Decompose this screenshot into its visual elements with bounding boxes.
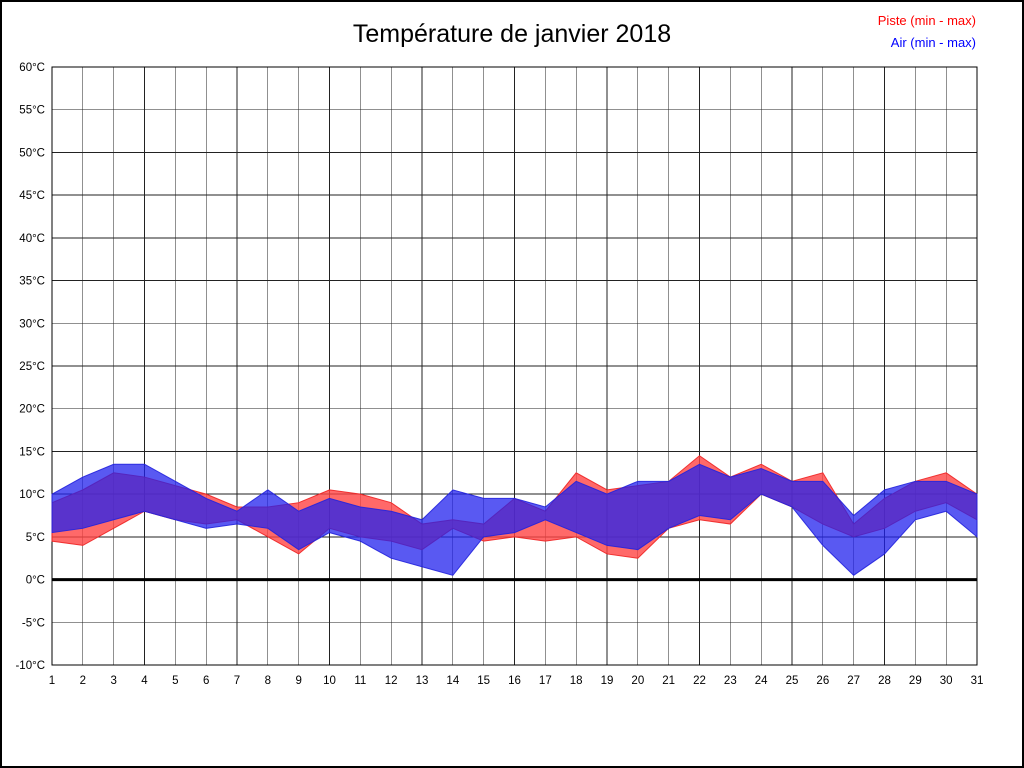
svg-text:22: 22 — [693, 675, 706, 687]
svg-text:50°C: 50°C — [19, 147, 45, 159]
svg-text:2: 2 — [80, 675, 86, 687]
chart-legend: Piste (min - max) Air (min - max) — [878, 10, 976, 54]
svg-text:19: 19 — [601, 675, 614, 687]
svg-text:20: 20 — [631, 675, 644, 687]
svg-text:10°C: 10°C — [19, 489, 45, 501]
svg-text:5°C: 5°C — [26, 532, 45, 544]
svg-text:28: 28 — [878, 675, 891, 687]
svg-text:55°C: 55°C — [19, 105, 45, 117]
svg-text:25°C: 25°C — [19, 361, 45, 373]
band-air — [51, 463, 978, 576]
svg-text:21: 21 — [662, 675, 675, 687]
svg-text:-5°C: -5°C — [22, 617, 45, 629]
svg-text:45°C: 45°C — [19, 190, 45, 202]
svg-text:35°C: 35°C — [19, 276, 45, 288]
svg-text:8: 8 — [265, 675, 271, 687]
svg-text:29: 29 — [909, 675, 922, 687]
svg-text:5: 5 — [172, 675, 178, 687]
svg-text:24: 24 — [755, 675, 768, 687]
svg-text:23: 23 — [724, 675, 737, 687]
svg-text:7: 7 — [234, 675, 240, 687]
svg-text:1: 1 — [49, 675, 55, 687]
svg-text:60°C: 60°C — [19, 62, 45, 74]
svg-text:9: 9 — [295, 675, 301, 687]
legend-item-piste: Piste (min - max) — [877, 13, 976, 28]
svg-text:20°C: 20°C — [19, 404, 45, 416]
svg-text:14: 14 — [446, 675, 459, 687]
svg-text:25: 25 — [786, 675, 799, 687]
chart-grid — [51, 66, 978, 666]
plot-border — [51, 66, 978, 666]
legend-item-air: Air (min - max) — [890, 35, 976, 50]
svg-text:12: 12 — [385, 675, 398, 687]
svg-text:15°C: 15°C — [19, 446, 45, 458]
svg-text:17: 17 — [539, 675, 552, 687]
chart-title: Température de janvier 2018 — [352, 20, 672, 48]
svg-text:-10°C: -10°C — [15, 660, 45, 672]
svg-text:40°C: 40°C — [19, 233, 45, 245]
svg-text:18: 18 — [570, 675, 583, 687]
svg-text:16: 16 — [508, 675, 521, 687]
svg-text:11: 11 — [354, 675, 366, 687]
y-axis-labels: -10°C -5°C 0°C 5°C 10°C 15°C 20°C 25°C 30°C 35°C 4… — [15, 62, 45, 672]
svg-text:27: 27 — [847, 675, 860, 687]
svg-text:6: 6 — [203, 675, 209, 687]
svg-text:15: 15 — [477, 675, 490, 687]
x-axis-labels: 1 2 3 4 5 6 7 8 9 10 11 12 13 14 15 16 17 18 19 20 21 22 23 24 2… — [49, 675, 984, 687]
svg-text:0°C: 0°C — [26, 575, 45, 587]
svg-text:30°C: 30°C — [19, 318, 45, 330]
svg-text:10: 10 — [323, 675, 336, 687]
svg-text:30: 30 — [940, 675, 953, 687]
svg-text:26: 26 — [816, 675, 829, 687]
svg-text:13: 13 — [416, 675, 429, 687]
svg-text:3: 3 — [110, 675, 116, 687]
svg-text:4: 4 — [141, 675, 148, 687]
svg-text:31: 31 — [971, 675, 984, 687]
